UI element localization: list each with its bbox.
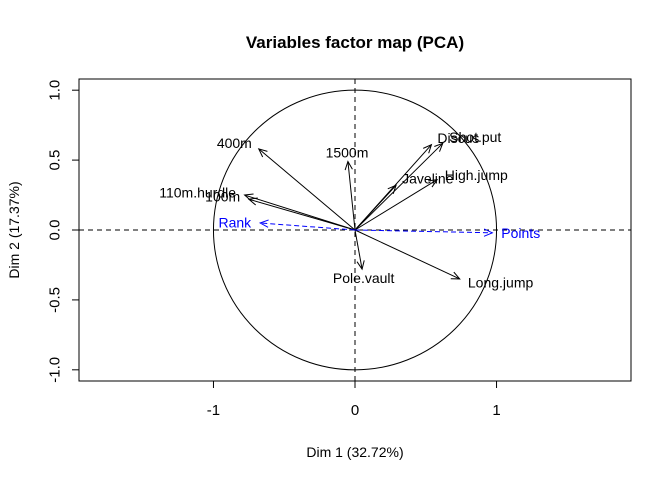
y-tick-label-0: -1.0 [47,357,64,383]
arrow-1500m [347,161,356,231]
y-axis-label: Dim 2 (17.37%) [6,181,22,278]
label-points: Points [501,225,540,241]
arrowhead-shot-put [434,142,444,152]
y-tick-label-1: -0.5 [47,287,64,313]
label-long-jump: Long.jump [468,275,534,291]
y-tick-label-3: 0.5 [47,150,64,171]
label-pole-vault: Pole.vault [333,270,395,286]
x-axis-label: Dim 1 (32.72%) [306,444,403,460]
arrow-long-jump [354,229,460,280]
chart-title: Variables factor map (PCA) [246,33,464,52]
label-discus: Discus [437,130,479,146]
arrowhead-1500m [344,160,353,171]
arrow-points [354,229,493,234]
label-shot-put: Shot.put [449,129,501,145]
arrowhead-javeline [387,184,397,194]
label-1500m: 1500m [326,145,369,161]
correlation-circle [212,89,498,371]
arrow-javeline [354,184,397,231]
label-110m-hurdle: 110m.hurdle [159,184,236,200]
arrow-rank [260,222,356,231]
x-tick-label-1: 0 [351,402,359,419]
arrowhead-long-jump [450,271,461,280]
arrowhead-points [483,228,494,237]
arrowhead-discus [423,143,433,154]
y-tick-label-4: 1.0 [47,80,64,101]
arrow-400m [258,148,356,231]
arrowhead-high-jump [428,179,439,188]
arrow-pole-vault [354,229,363,270]
label-400m: 400m [217,135,252,151]
x-tick-label-0: -1 [207,402,220,419]
y-tick-label-2: 0.0 [47,220,64,241]
arrowhead-pole-vault [356,260,365,271]
arrowhead-100m [247,197,258,206]
arrow-100m [248,198,356,231]
label-rank: Rank [219,214,253,230]
arrow-shot-put [354,142,444,231]
arrow-high-jump [354,179,438,231]
label-high-jump: High.jump [445,167,508,183]
arrowhead-400m [257,148,268,158]
arrowhead-rank [258,219,269,228]
label-javeline: Javeline [402,171,454,187]
x-tick-label-2: 1 [492,402,500,419]
plot-area: -1 0 1 -1.0 -0.5 0.0 0.5 1.0 400m 110m.hurdle100m… [47,78,632,419]
label-100m: 100m [205,189,240,205]
